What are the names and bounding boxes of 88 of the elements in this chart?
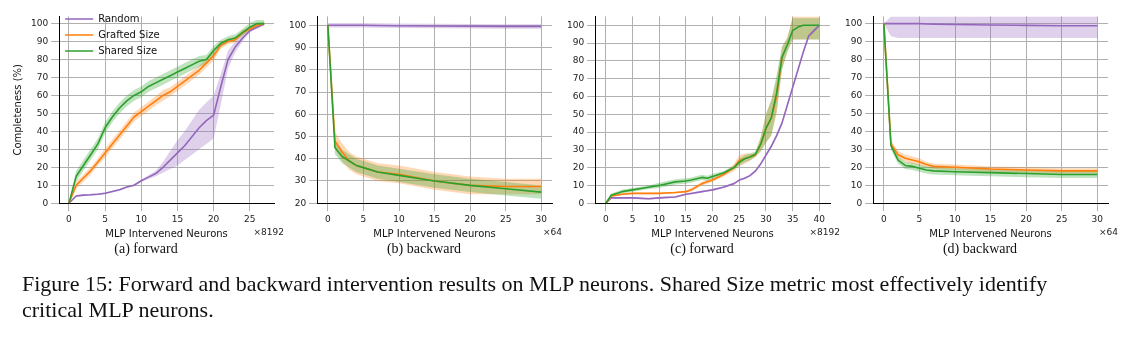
y-tick-label: 0 [42,197,49,208]
x-tick-label: 0 [66,213,73,224]
x-tick-label: 30 [760,213,772,224]
y-tick-label: 80 [572,55,585,66]
y-tick-label: 30 [36,143,49,154]
y-tick-label: 100 [30,17,49,28]
x-tick-label: 25 [733,213,745,224]
x-tick-label: 5 [360,213,367,224]
legend-label: Shared Size [98,44,158,56]
x-tick-label: 20 [464,213,477,224]
y-tick-label: 80 [850,53,863,64]
y-tick-label: 40 [294,153,307,164]
x-tick-label: 0 [602,213,609,224]
x-axis-title: MLP Intervened Neurons [929,227,1052,239]
text: (a) forward [114,241,178,257]
y-tick-label: 70 [294,86,307,97]
y-tick-label: 30 [850,143,863,154]
legend-label: Grafted Size [98,28,160,40]
y-tick-label: 60 [36,89,49,100]
text: ×64 [543,227,563,238]
text: ×8192 [809,227,840,238]
caption: Figure 15: Forward and backward intervention results on MLP neurons. Shared Size metric most effectively identify critical MLP neurons. [22,271,1049,323]
y-tick-label: 50 [36,107,49,118]
y-tick-label: 90 [36,35,49,46]
y-tick-label: 90 [850,35,863,46]
x-tick-label: 10 [393,213,406,224]
x-tick-label: 15 [984,213,997,224]
y-tick-label: 70 [36,71,49,82]
text: ×8192 [253,227,284,238]
y-tick-label: 100 [844,17,863,28]
x-tick-label: 10 [949,213,962,224]
x-tick-label: 0 [324,213,331,224]
y-tick-label: 60 [850,89,863,100]
y-tick-label: 10 [36,179,49,190]
y-tick-label: 30 [294,175,307,186]
y-tick-label: 80 [294,64,307,75]
y-tick-label: 50 [850,107,863,118]
x-axis-title: MLP Intervened Neurons [105,227,228,239]
x-tick-label: 35 [786,213,799,224]
x-tick-label: 15 [171,213,184,224]
x-tick-label: 5 [102,213,108,224]
text: (c) forward [670,241,734,257]
y-tick-label: 60 [294,108,307,119]
y-axis-title: Completeness (%) [11,63,23,156]
y-tick-label: 60 [572,90,585,101]
y-tick-label: 50 [294,130,307,141]
y-tick-label: 20 [850,161,863,172]
x-tick-label: 30 [535,213,548,224]
x-tick-label: 15 [680,213,692,224]
x-tick-label: 25 [1056,213,1068,224]
x-tick-label: 20 [706,213,719,224]
x-tick-label: 10 [135,213,148,224]
y-tick-label: 50 [572,108,585,119]
y-tick-label: 20 [572,161,585,172]
y-tick-label: 10 [850,179,863,190]
x-axis-title: MLP Intervened Neurons [651,227,774,239]
y-tick-label: 0 [856,197,863,208]
y-tick-label: 20 [36,161,49,172]
x-tick-label: 5 [629,213,636,224]
y-tick-label: 90 [572,37,585,48]
x-tick-label: 10 [653,213,666,224]
y-tick-label: 100 [288,19,307,30]
x-tick-label: 25 [244,213,256,224]
x-tick-label: 0 [880,213,887,224]
legend-label: Random [98,12,140,24]
y-tick-label: 70 [850,71,863,82]
x-tick-label: 5 [916,213,923,224]
x-tick-label: 40 [813,213,826,224]
text: (d) backward [942,241,1018,257]
x-tick-label: 15 [428,213,441,224]
x-tick-label: 25 [500,213,512,224]
y-tick-label: 40 [572,126,585,137]
text: (b) backward [386,241,462,257]
y-tick-label: 70 [572,73,585,84]
y-tick-label: 30 [572,144,585,155]
y-tick-label: 100 [566,19,585,30]
y-tick-label: 10 [572,179,585,190]
y-tick-label: 40 [850,125,863,136]
x-tick-label: 20 [1020,213,1033,224]
y-tick-label: 40 [36,125,49,136]
y-tick-label: 20 [294,197,307,208]
x-tick-label: 30 [1091,213,1104,224]
text: ×64 [1099,227,1119,238]
y-tick-label: 80 [36,53,49,64]
x-axis-title: MLP Intervened Neurons [373,227,496,239]
y-tick-label: 90 [294,41,307,52]
y-tick-label: 0 [578,197,585,208]
x-tick-label: 20 [207,213,220,224]
